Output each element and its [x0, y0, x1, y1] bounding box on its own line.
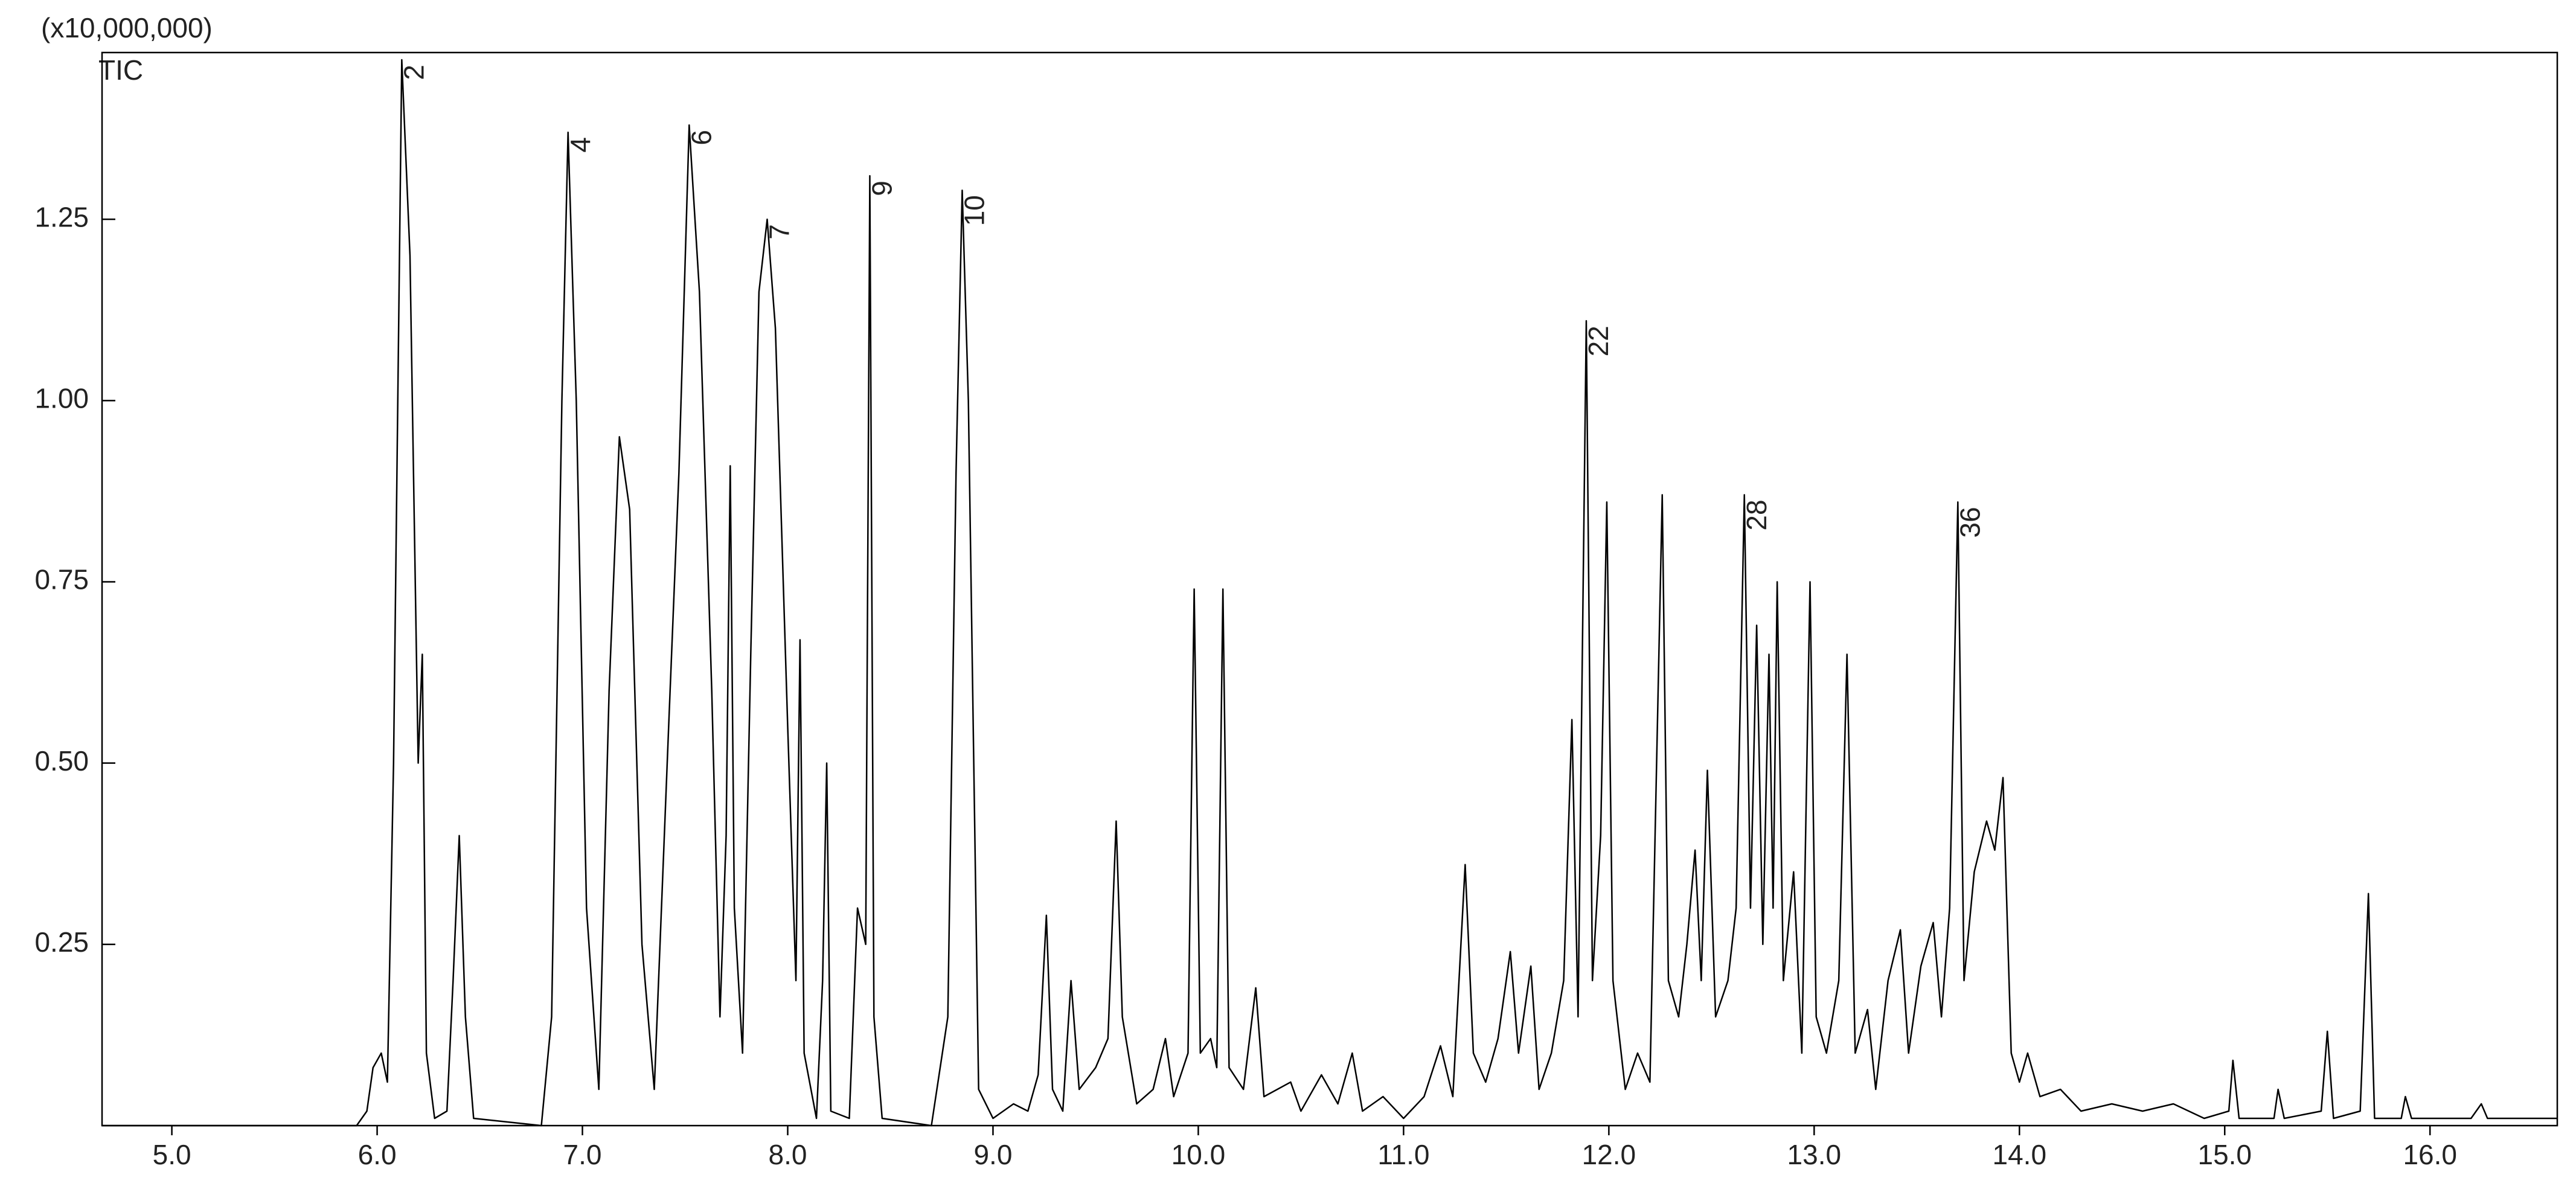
- x-tick-label: 14.0: [1993, 1139, 2047, 1170]
- x-tick-label: 7.0: [563, 1139, 602, 1170]
- x-tick-label: 8.0: [769, 1139, 807, 1170]
- y-tick-label: 1.25: [34, 201, 89, 232]
- peak-label: 9: [867, 181, 898, 196]
- y-tick-label: 1.00: [34, 382, 89, 414]
- peak-label: 36: [1954, 507, 1985, 537]
- x-tick-label: 15.0: [2197, 1139, 2252, 1170]
- x-tick-label: 10.0: [1171, 1139, 1226, 1170]
- x-tick-label: 16.0: [2403, 1139, 2457, 1170]
- y-tick-label: 0.50: [34, 745, 89, 777]
- x-tick-label: 6.0: [358, 1139, 397, 1170]
- chromatogram-line: [102, 59, 2557, 1127]
- peak-label: 4: [565, 137, 596, 153]
- peak-label: 2: [399, 65, 430, 80]
- x-tick-label: 13.0: [1787, 1139, 1842, 1170]
- peak-label: 7: [764, 224, 795, 240]
- y-tick-label: 0.75: [34, 564, 89, 595]
- plot-frame: [101, 51, 2558, 1127]
- y-tick-label: 0.25: [34, 926, 89, 958]
- x-tick-label: 5.0: [153, 1139, 191, 1170]
- legend-entry: TIC: [98, 54, 143, 86]
- peak-label: 6: [685, 130, 717, 146]
- peak-label: 10: [959, 195, 990, 226]
- peak-label: 22: [1583, 325, 1614, 356]
- y-axis-label: (x10,000,000): [41, 12, 213, 43]
- x-tick-label: 9.0: [973, 1139, 1012, 1170]
- x-tick-label: 12.0: [1582, 1139, 1636, 1170]
- peak-label: 28: [1741, 499, 1772, 530]
- x-tick-label: 11.0: [1377, 1139, 1429, 1170]
